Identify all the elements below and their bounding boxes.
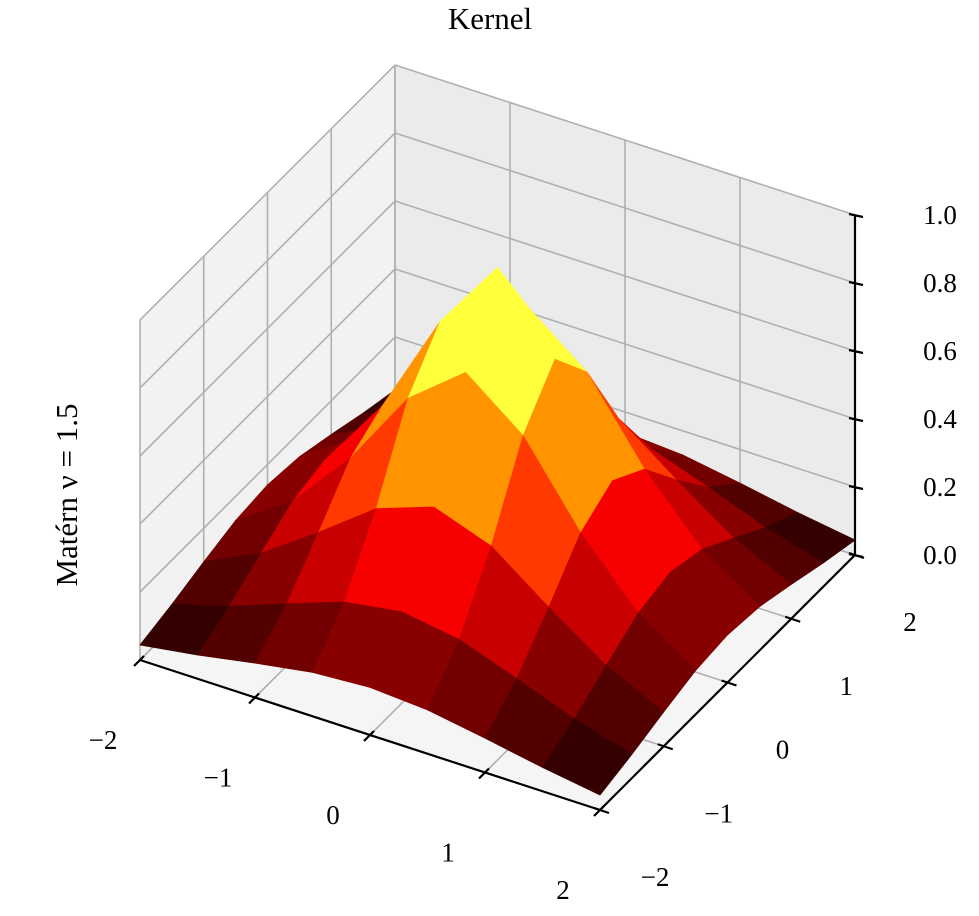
grid-line <box>139 200 396 457</box>
z-tick-label: 0.4 <box>923 404 957 434</box>
grid-line <box>139 336 396 593</box>
x-tick-label: 1 <box>441 838 455 868</box>
y-tick <box>721 679 737 687</box>
x-tick-label: 2 <box>556 875 570 905</box>
grid-line <box>139 268 396 525</box>
z-tick <box>848 416 864 423</box>
grid-line <box>394 64 856 216</box>
z-tick-label: 0.6 <box>923 336 957 366</box>
x-tick <box>363 730 375 742</box>
x-tick-label: −1 <box>204 763 233 793</box>
x-tick <box>593 805 605 817</box>
y-tick-label: 1 <box>840 671 854 701</box>
side-label: Matérn ν = 1.5 <box>49 403 84 586</box>
x-tick <box>133 655 145 667</box>
z-tick <box>848 280 864 287</box>
grid-line <box>139 64 396 321</box>
z-tick-label: 1.0 <box>923 200 957 230</box>
grid-line <box>394 132 856 284</box>
y-tick-label: 2 <box>903 607 917 637</box>
z-tick <box>848 348 864 355</box>
grid-line <box>139 132 396 389</box>
y-tick <box>593 806 610 815</box>
z-tick-label: 0.2 <box>923 472 957 502</box>
x-tick-label: −2 <box>89 725 118 755</box>
x-tick <box>248 692 260 705</box>
grid-line <box>394 200 856 352</box>
z-tick <box>848 212 864 219</box>
y-tick-label: −1 <box>704 798 733 828</box>
x-tick <box>478 767 490 780</box>
chart-title: Kernel <box>448 1 532 36</box>
x-tick-label: 0 <box>326 800 340 830</box>
surface-cell <box>542 718 633 796</box>
y-tick <box>784 615 801 623</box>
y-tick-label: 0 <box>776 735 790 765</box>
y-tick-label: −2 <box>641 862 670 892</box>
z-tick <box>848 552 864 559</box>
z-tick-label: 0.0 <box>923 540 957 570</box>
y-tick <box>657 743 674 751</box>
z-tick-label: 0.8 <box>923 268 957 298</box>
z-tick <box>848 484 864 491</box>
